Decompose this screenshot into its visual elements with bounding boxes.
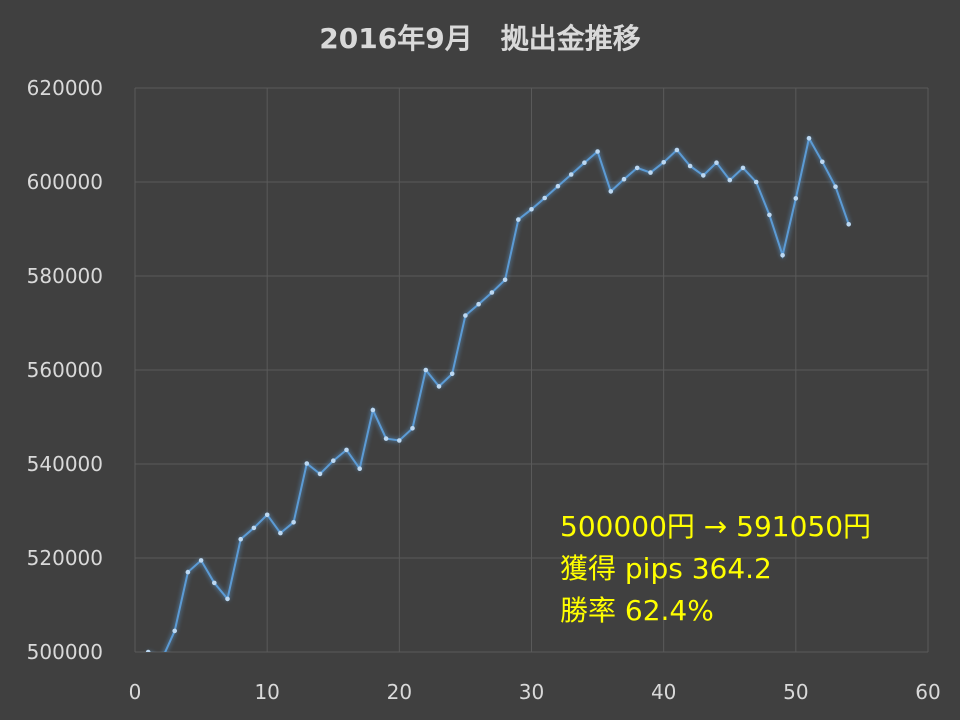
data-point xyxy=(357,466,363,472)
x-tick-label: 20 xyxy=(387,680,412,704)
chart-title: 2016年9月 拠出金推移 xyxy=(319,22,640,55)
x-tick-label: 30 xyxy=(519,680,544,704)
data-point xyxy=(225,596,230,602)
data-point xyxy=(436,384,442,389)
x-tick-label: 50 xyxy=(783,680,808,704)
data-point xyxy=(529,207,534,212)
data-point xyxy=(806,136,812,141)
data-point xyxy=(595,149,600,154)
data-point xyxy=(608,189,614,194)
y-tick-label: 520000 xyxy=(27,546,103,570)
data-point xyxy=(264,512,270,518)
data-point xyxy=(331,458,336,464)
data-point xyxy=(820,159,825,165)
data-point xyxy=(701,173,706,178)
data-point xyxy=(410,426,415,431)
data-point xyxy=(397,438,402,443)
data-point xyxy=(198,558,204,563)
data-point xyxy=(463,313,468,318)
data-point xyxy=(648,170,653,175)
data-point xyxy=(212,580,217,586)
x-tick-label: 40 xyxy=(651,680,676,704)
axis-ticks: 500000 520000 540000 560000 580000 600000 6200… xyxy=(27,76,941,704)
data-point xyxy=(238,536,243,542)
data-point xyxy=(833,184,838,189)
data-point xyxy=(159,658,164,663)
data-point xyxy=(767,212,772,218)
y-tick-label: 500000 xyxy=(27,640,103,664)
data-point xyxy=(370,407,376,413)
data-point xyxy=(740,165,746,171)
series-layer xyxy=(145,135,851,663)
data-point xyxy=(344,447,349,453)
data-point xyxy=(727,177,733,183)
data-point xyxy=(714,160,719,165)
y-tick-label: 600000 xyxy=(27,170,103,194)
balance-change-text: 500000円 → 591050円 xyxy=(560,510,872,543)
data-point xyxy=(145,649,151,652)
summary-annotation: 500000円 → 591050円 獲得 pips 364.2 勝率 62.4% xyxy=(560,506,871,632)
data-point xyxy=(582,160,587,165)
data-point xyxy=(568,172,574,177)
data-point xyxy=(753,179,759,185)
data-point xyxy=(291,520,296,525)
pips-gained-text: 獲得 pips 364.2 xyxy=(560,552,772,585)
series-group xyxy=(145,135,851,663)
data-point xyxy=(489,290,495,295)
x-tick-label: 0 xyxy=(129,680,142,704)
data-point xyxy=(423,367,429,373)
data-point xyxy=(621,176,627,182)
data-point xyxy=(793,196,799,201)
series-line xyxy=(148,135,850,652)
data-point xyxy=(185,569,191,575)
y-tick-label: 560000 xyxy=(27,358,103,382)
data-point xyxy=(304,461,310,466)
data-point xyxy=(172,628,177,634)
data-point xyxy=(674,147,680,153)
x-tick-label: 10 xyxy=(254,680,279,704)
gridlines xyxy=(134,87,929,653)
data-point xyxy=(251,525,257,531)
data-point xyxy=(317,471,323,477)
data-point xyxy=(278,530,283,536)
y-tick-label: 580000 xyxy=(27,264,103,288)
x-tick-label: 60 xyxy=(915,680,940,704)
y-tick-label: 620000 xyxy=(27,76,103,100)
data-point xyxy=(661,160,666,165)
win-rate-text: 勝率 62.4% xyxy=(560,594,714,627)
data-point xyxy=(555,183,561,189)
data-point xyxy=(516,217,521,222)
data-point xyxy=(634,165,640,171)
data-point xyxy=(383,436,389,441)
data-point xyxy=(449,371,455,377)
data-point xyxy=(687,163,693,169)
data-point xyxy=(476,301,481,307)
data-point xyxy=(846,222,851,227)
data-point xyxy=(502,277,508,283)
data-point xyxy=(542,195,547,201)
y-tick-label: 540000 xyxy=(27,452,103,476)
data-point xyxy=(780,253,785,258)
